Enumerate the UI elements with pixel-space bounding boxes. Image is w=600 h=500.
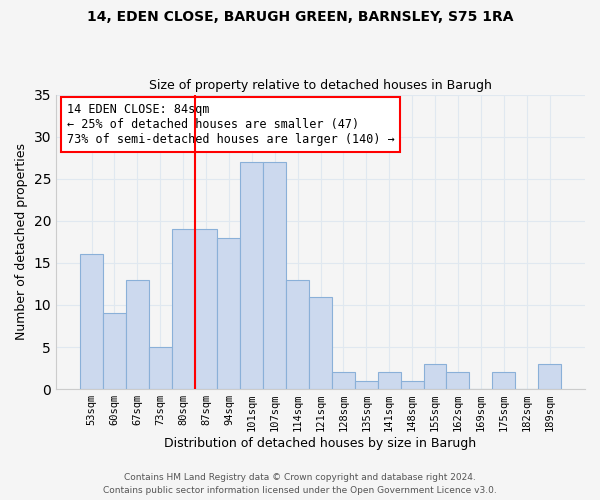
Bar: [149, 347, 172, 389]
Y-axis label: Number of detached properties: Number of detached properties: [15, 144, 28, 340]
Bar: [355, 380, 378, 389]
Bar: [217, 238, 241, 389]
Title: Size of property relative to detached houses in Barugh: Size of property relative to detached ho…: [149, 79, 492, 92]
Text: 14, EDEN CLOSE, BARUGH GREEN, BARNSLEY, S75 1RA: 14, EDEN CLOSE, BARUGH GREEN, BARNSLEY, …: [87, 10, 513, 24]
Bar: [103, 314, 126, 389]
Bar: [309, 296, 332, 389]
Bar: [332, 372, 355, 389]
Bar: [446, 372, 469, 389]
Bar: [80, 254, 103, 389]
Bar: [492, 372, 515, 389]
Bar: [424, 364, 446, 389]
Bar: [172, 229, 194, 389]
Bar: [194, 229, 217, 389]
Bar: [401, 380, 424, 389]
X-axis label: Distribution of detached houses by size in Barugh: Distribution of detached houses by size …: [164, 437, 476, 450]
Bar: [241, 162, 263, 389]
Bar: [286, 280, 309, 389]
Bar: [538, 364, 561, 389]
Bar: [378, 372, 401, 389]
Bar: [126, 280, 149, 389]
Bar: [263, 162, 286, 389]
Text: Contains HM Land Registry data © Crown copyright and database right 2024.
Contai: Contains HM Land Registry data © Crown c…: [103, 474, 497, 495]
Text: 14 EDEN CLOSE: 84sqm
← 25% of detached houses are smaller (47)
73% of semi-detac: 14 EDEN CLOSE: 84sqm ← 25% of detached h…: [67, 104, 394, 146]
